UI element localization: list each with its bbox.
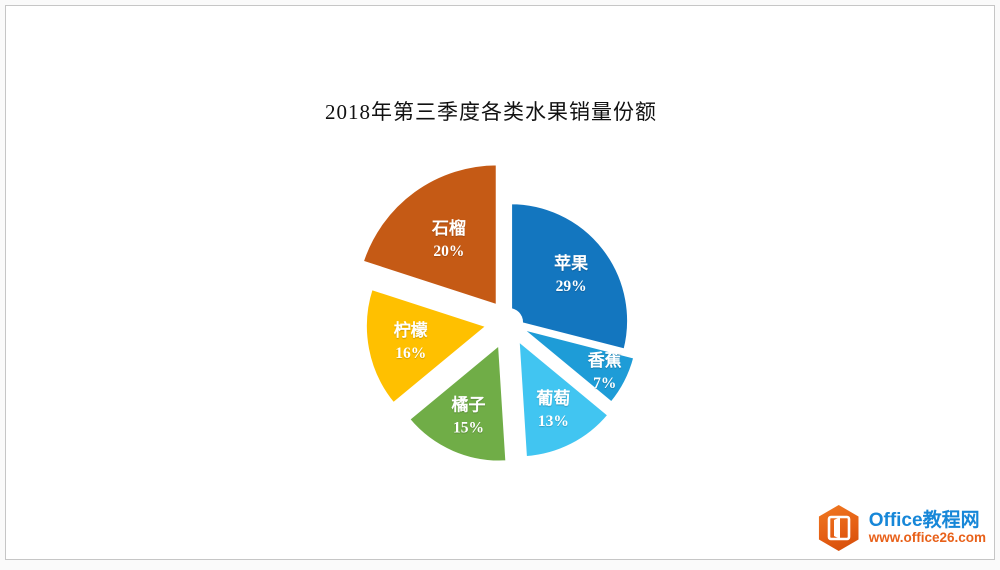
- slice-percent-香蕉: 7%: [593, 375, 616, 392]
- slice-percent-柠檬: 16%: [395, 345, 426, 362]
- pie-slice-石榴[interactable]: [362, 164, 497, 306]
- pie-center-hole: [495, 308, 523, 336]
- pie-slice-苹果[interactable]: [511, 203, 629, 350]
- slice-percent-石榴: 20%: [433, 243, 464, 260]
- watermark: Office教程网 www.office26.com: [816, 505, 986, 551]
- slice-label-葡萄: 葡萄: [535, 388, 570, 408]
- slice-label-香蕉: 香蕉: [588, 351, 622, 370]
- slice-percent-橘子: 15%: [453, 420, 484, 437]
- office-hexagon-logo-icon: [816, 505, 862, 551]
- office-door-icon: [826, 515, 852, 541]
- slice-percent-苹果: 29%: [556, 278, 587, 295]
- slice-label-苹果: 苹果: [554, 253, 588, 273]
- slice-percent-葡萄: 13%: [538, 413, 569, 430]
- slice-label-石榴: 石榴: [431, 218, 466, 238]
- watermark-site-name: Office教程网: [869, 511, 986, 531]
- watermark-site-url: www.office26.com: [869, 531, 986, 545]
- slice-label-柠檬: 柠檬: [394, 320, 428, 340]
- watermark-text: Office教程网 www.office26.com: [869, 511, 986, 545]
- pie-chart: 苹果 29% 香蕉 7% 葡萄 13% 橘子 15% 柠檬 16% 石榴 20%: [6, 6, 1000, 570]
- slice-label-橘子: 橘子: [451, 396, 486, 415]
